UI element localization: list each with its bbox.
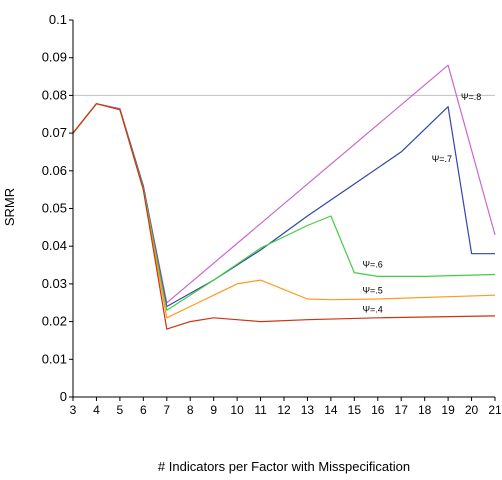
series-label-2: Ψ=.7: [432, 154, 452, 164]
series-line-5: [72, 103, 496, 330]
y-tick-label: 0: [60, 389, 67, 404]
x-tick-label: 19: [441, 403, 455, 417]
x-tick-label: 8: [187, 403, 194, 417]
y-tick-labels: 0 0.01 0.02 0.03 0.04 0.05 0.06 0.07 0.08 0.09 0.1: [42, 12, 73, 404]
series-line-3: [72, 103, 496, 311]
x-tick-label: 17: [395, 403, 409, 417]
x-tick-label: 20: [465, 403, 479, 417]
y-tick-label: 0.01: [42, 351, 67, 366]
x-tick-label: 6: [140, 403, 147, 417]
y-tick-label: 0.06: [42, 163, 67, 178]
x-tick-label: 21: [488, 403, 502, 417]
x-tick-label: 7: [163, 403, 170, 417]
x-tick-label: 14: [324, 403, 338, 417]
x-tick-label: 11: [254, 403, 267, 417]
x-tick-label: 15: [348, 403, 362, 417]
y-tick-label: 0.04: [42, 238, 67, 253]
x-tick-label: 5: [117, 403, 124, 417]
series-line-1: [72, 64, 496, 304]
x-tick-label: 10: [230, 403, 244, 417]
series-label-3: Ψ=.6: [363, 259, 383, 269]
x-tick-label: 18: [418, 403, 432, 417]
series-label-4: Ψ=.5: [363, 286, 383, 296]
y-tick-label: 0.07: [42, 125, 67, 140]
series-label-1: Ψ=.8: [461, 92, 481, 102]
x-tick-label: 4: [93, 403, 100, 417]
x-tick-label: 9: [210, 403, 217, 417]
x-tick-label: 12: [277, 403, 291, 417]
x-tick-label: 3: [70, 403, 77, 417]
series-label-5: Ψ=.4: [363, 305, 383, 315]
y-tick-label: 0.1: [49, 12, 67, 27]
x-tick-label: 13: [301, 403, 315, 417]
axes-layer: [72, 20, 495, 398]
y-tick-label: 0.09: [42, 50, 67, 65]
y-tick-label: 0.05: [42, 201, 67, 216]
x-axis-title: # Indicators per Factor with Misspecific…: [158, 459, 410, 474]
y-tick-label: 0.02: [42, 314, 67, 329]
x-tick-labels: 3 4 5 6 7 8 9 10 11 12 13 14 15 16 17 18 19 20 21: [70, 397, 502, 417]
series-line-4: [72, 103, 496, 319]
y-tick-label: 0.03: [42, 276, 67, 291]
series-labels: Ψ=.8 Ψ=.7 Ψ=.6 Ψ=.5 Ψ=.4: [363, 92, 482, 315]
series-layer: [72, 64, 496, 330]
x-tick-label: 16: [371, 403, 385, 417]
y-axis-title: SRMR: [2, 188, 17, 226]
y-tick-label: 0.08: [42, 87, 67, 102]
